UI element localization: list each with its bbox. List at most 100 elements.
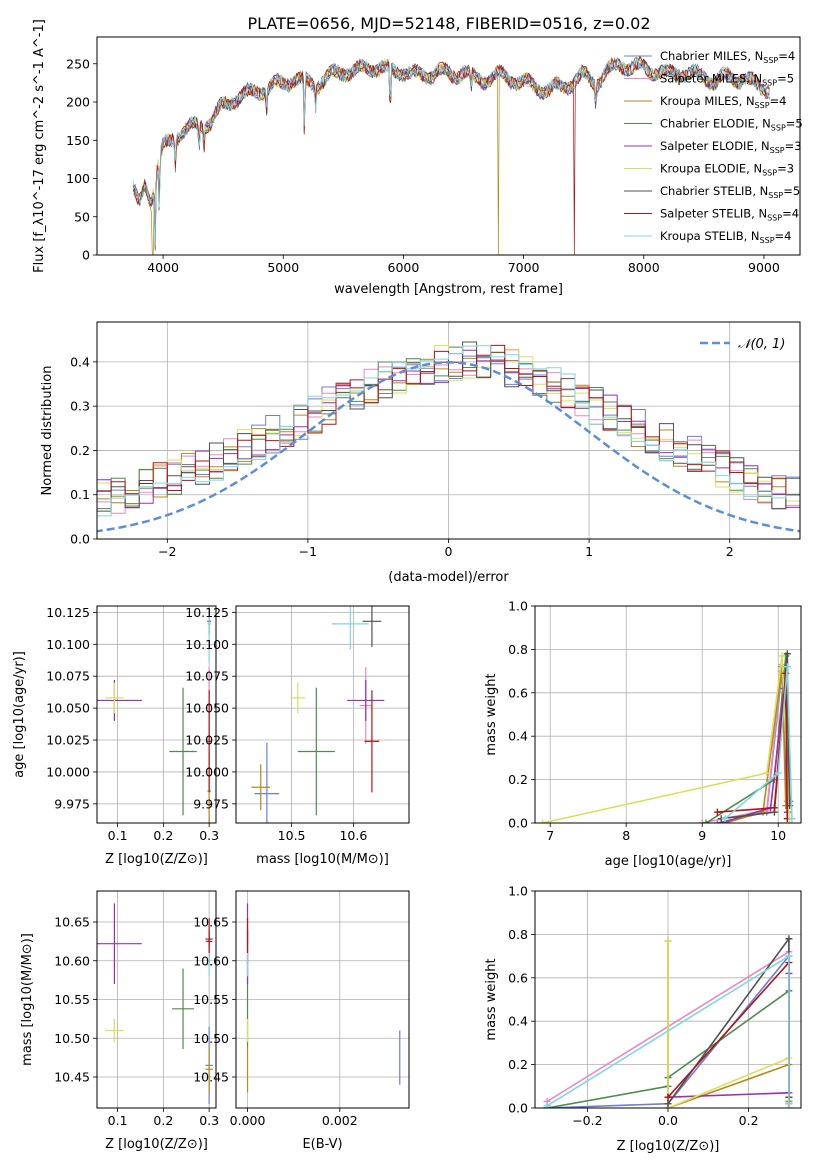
weight-line-chabrier-elodie	[705, 655, 791, 823]
y-tick-label: 150	[66, 133, 90, 148]
y-tick-label: 1.0	[508, 599, 528, 614]
errorbar-salpeter-elodie	[97, 903, 142, 984]
y-axis-label: Normed distribution	[40, 366, 55, 496]
weight-marker	[539, 819, 547, 823]
weight-marker	[778, 652, 786, 660]
spectrum-line-kroupa-miles	[132, 57, 770, 255]
errorbar-kroupa-stelib	[205, 953, 213, 977]
x-tick-label: 0.3	[199, 1113, 219, 1128]
y-tick-label: 10.050	[185, 701, 229, 716]
panel-Z_vs_mass: 0.1 0.2 0.3 10.45 10.50 10.55 10.60 10.65 Z [log…	[20, 890, 219, 1152]
x-tick-label: 0.002	[322, 1113, 358, 1128]
weight-marker	[664, 1100, 672, 1108]
weight-marker	[763, 769, 771, 777]
y-tick-label: 0.4	[508, 1014, 528, 1029]
plot-area	[97, 341, 800, 533]
x-tick-label: 2	[726, 544, 734, 559]
y-axis-label: mass weight	[484, 958, 499, 1040]
y-tick-label: 0	[82, 248, 90, 263]
x-tick-label: 8000	[628, 260, 660, 275]
y-tick-label: 10.50	[193, 1031, 229, 1046]
y-tick-label: 10.100	[185, 637, 229, 652]
weight-marker	[713, 808, 721, 816]
legend: 𝒩(0, 1)	[700, 337, 785, 352]
x-tick-label: −0.2	[572, 1113, 602, 1128]
y-tick-label: 0.6	[508, 685, 528, 700]
axes-frame	[235, 605, 410, 824]
y-tick-label: 10.55	[193, 992, 229, 1007]
legend-label: Chabrier STELIB, NSSP=5	[660, 184, 800, 200]
legend-label: Chabrier ELODIE, NSSP=5	[660, 117, 803, 133]
y-tick-label: 9.975	[193, 796, 229, 811]
errorbar-chabrier-stelib	[362, 606, 382, 647]
errorbar-kroupa-miles	[205, 1046, 213, 1093]
weight-marker	[785, 1100, 793, 1108]
legend-label: Salpeter STELIB, NSSP=4	[660, 207, 799, 223]
y-tick-label: 10.000	[46, 764, 90, 779]
plot-area	[246, 903, 401, 1093]
x-tick-label: 5000	[267, 260, 299, 275]
weight-marker	[698, 819, 706, 823]
panel-residuals: −2 −1 0 1 2 0.0 0.1 0.2 0.3 0.4 (data-model)/error…	[40, 321, 801, 585]
errorbar-salpeter-stelib	[364, 690, 380, 793]
errorbar-chabrier-elodie	[169, 687, 197, 816]
weight-marker	[788, 815, 796, 823]
errorbar-kroupa-stelib	[207, 606, 211, 663]
panel-Z_vs_age: 0.1 0.2 0.3 9.975 10.000 10.025 10.050 10.075 10…	[12, 605, 219, 867]
panel-Z_vs_weight: −0.2 0.0 0.2 0.0 0.2 0.4 0.6 0.8 1.0 Z [log10(Z/Z…	[484, 884, 802, 1154]
weight-marker	[783, 650, 791, 658]
y-tick-label: 9.975	[54, 796, 90, 811]
y-tick-label: 0.6	[508, 970, 528, 985]
x-tick-label: 0.000	[230, 1113, 266, 1128]
x-tick-label: 7	[546, 828, 554, 843]
legend-label: Salpeter MILES, NSSP=5	[660, 72, 794, 88]
plot-area	[97, 606, 211, 823]
y-tick-label: 10.45	[54, 1070, 90, 1085]
y-tick-label: 10.075	[185, 669, 229, 684]
y-tick-label: 0.8	[508, 927, 528, 942]
y-tick-label: 0.3	[70, 399, 90, 414]
y-tick-label: 200	[66, 95, 90, 110]
histogram-kroupa-stelib	[97, 345, 800, 517]
x-tick-label: 10.5	[278, 828, 306, 843]
x-tick-label: 10.6	[339, 828, 367, 843]
weight-line-salpeter-stelib	[717, 673, 789, 819]
y-tick-label: 0.0	[70, 532, 90, 547]
x-axis-label: wavelength [Angstrom, rest frame]	[334, 282, 563, 297]
weight-marker	[721, 815, 729, 823]
weight-line-kroupa-elodie	[542, 655, 791, 823]
x-tick-label: −1	[299, 544, 317, 559]
x-tick-label: 0.2	[739, 1113, 759, 1128]
x-axis-label: Z [log10(Z/Z⊙)]	[617, 1139, 720, 1154]
x-tick-label: 0.2	[153, 828, 173, 843]
x-axis-label: (data-model)/error	[388, 570, 509, 585]
histogram-chabrier-elodie	[97, 346, 800, 519]
weight-marker	[664, 937, 672, 945]
errorbar-chabrier-elodie	[172, 968, 195, 1050]
plot-area	[132, 55, 770, 255]
axes-frame	[96, 605, 217, 824]
errorbar-kroupa-stelib	[331, 606, 369, 650]
plot-area	[251, 606, 385, 823]
y-tick-label: 0.8	[508, 642, 528, 657]
errorbar-chabrier-miles	[254, 742, 280, 823]
y-axis-label: mass [log10(M/M⊙)]	[20, 933, 35, 1066]
y-tick-label: 10.100	[46, 637, 90, 652]
errorbar-kroupa-miles	[251, 764, 270, 811]
legend-label: Salpeter ELODIE, NSSP=3	[660, 139, 802, 155]
legend-label: 𝒩(0, 1)	[738, 337, 785, 352]
x-tick-label: 0.3	[199, 828, 219, 843]
x-tick-label: 8	[622, 828, 630, 843]
y-tick-label: 0.2	[508, 1057, 528, 1072]
weight-line-kroupa-stelib	[724, 666, 793, 820]
x-tick-label: 6000	[388, 260, 420, 275]
y-tick-label: 10.125	[46, 605, 90, 620]
y-tick-label: 0.1	[70, 487, 90, 502]
x-tick-label: 4000	[147, 260, 179, 275]
y-tick-label: 0.2	[508, 772, 528, 787]
errorbar-kroupa-elodie	[290, 682, 306, 714]
x-tick-label: 0.2	[153, 1113, 173, 1128]
weight-marker	[702, 819, 710, 823]
x-axis-label: E(B-V)	[302, 1137, 342, 1152]
